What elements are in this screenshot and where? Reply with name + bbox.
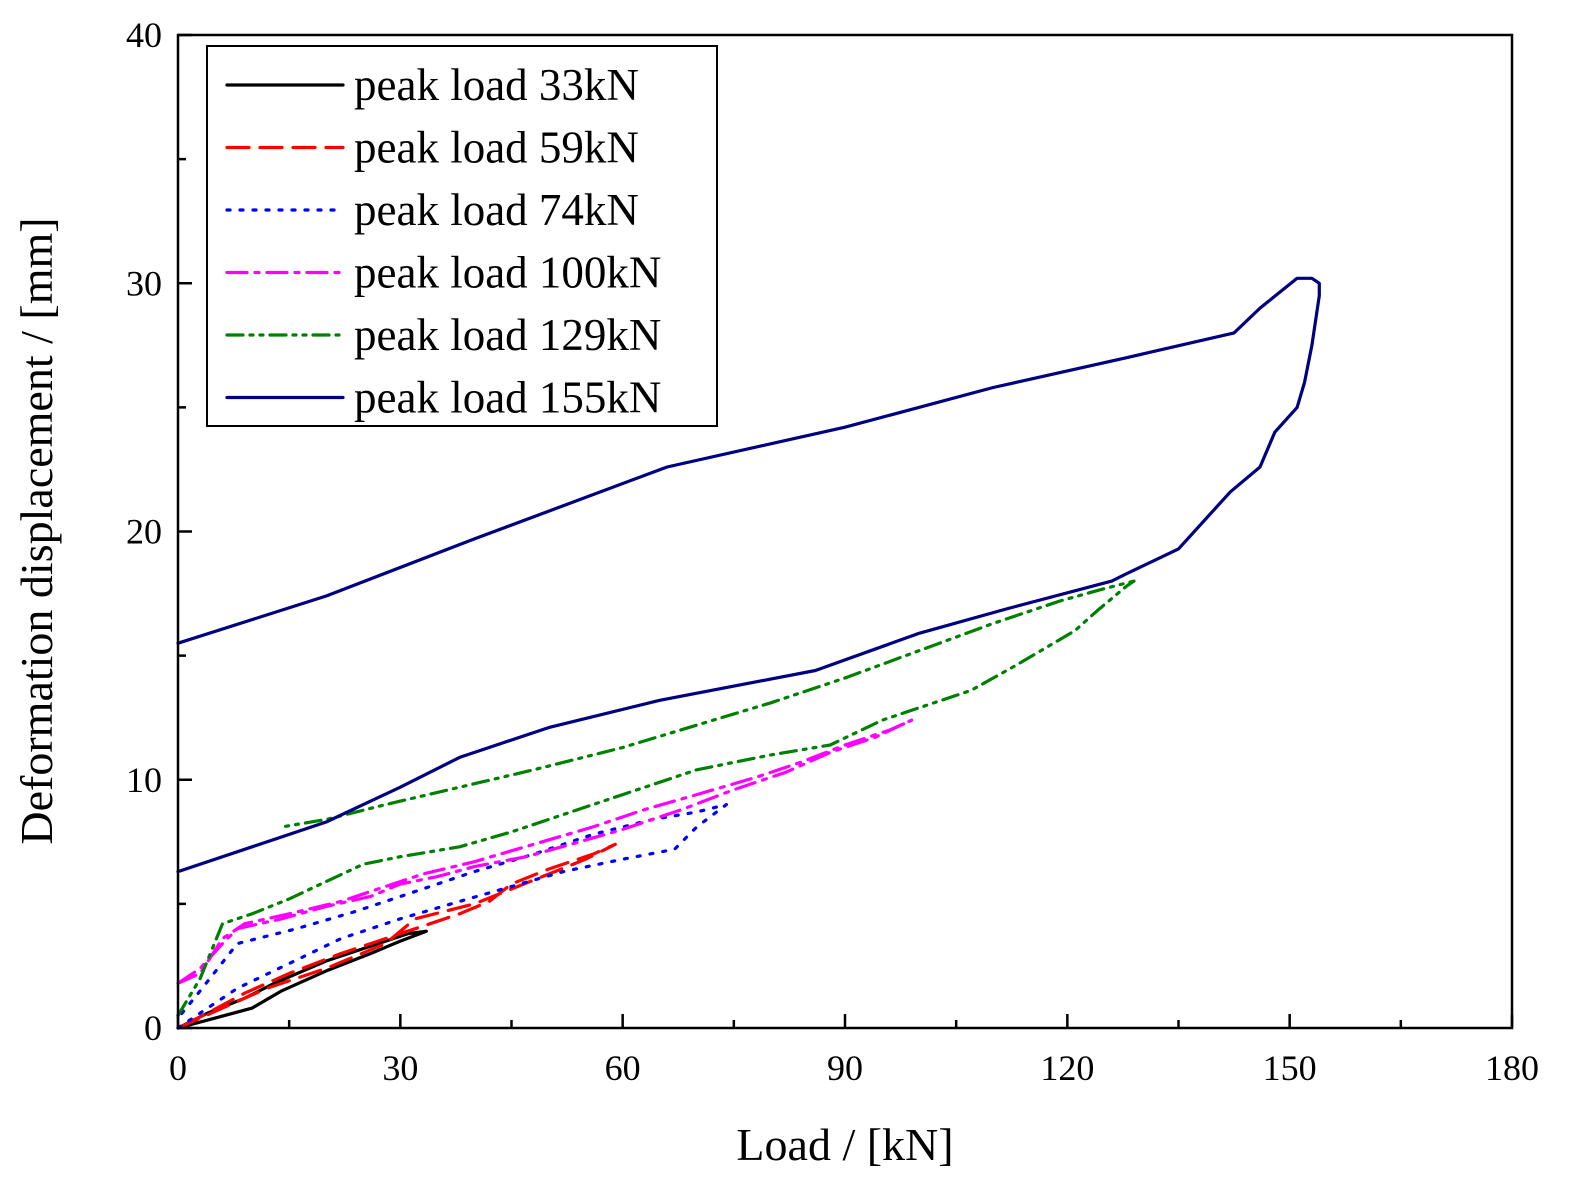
legend-box — [206, 45, 718, 427]
legend-label-1: peak load 33kN — [354, 60, 639, 110]
x-tick-label: 0 — [169, 1048, 187, 1088]
x-tick-label: 90 — [827, 1048, 863, 1088]
legend: peak load 33kN peak load 59kN peak load 74… — [206, 45, 718, 427]
y-tick-label: 10 — [126, 760, 162, 800]
series-line-4 — [176, 718, 914, 985]
series-line-2 — [176, 842, 617, 1030]
series-line-6 — [176, 276, 1321, 874]
series-line-5 — [176, 579, 1136, 1018]
x-tick-label: 60 — [605, 1048, 641, 1088]
x-tick-label: 120 — [1040, 1048, 1094, 1088]
series-layer — [176, 276, 1321, 1030]
ticks-layer: 0 30 60 90 120 150 180 0 10 20 30 40 — [126, 15, 1539, 1088]
y-tick-label: 40 — [126, 15, 162, 55]
legend-label-6: peak load 155kN — [354, 373, 661, 423]
y-tick-label: 0 — [144, 1008, 162, 1048]
legend-label-5: peak load 129kN — [354, 310, 661, 360]
legend-label-4: peak load 100kN — [354, 248, 661, 298]
y-tick-label: 30 — [126, 263, 162, 303]
legend-label-2: peak load 59kN — [354, 123, 639, 173]
x-axis-title: Load / [kN] — [736, 1119, 953, 1170]
x-tick-label: 30 — [382, 1048, 418, 1088]
y-tick-label: 20 — [126, 512, 162, 552]
x-tick-label: 150 — [1263, 1048, 1317, 1088]
y-axis-title: Deformation displacement / [mm] — [11, 217, 62, 844]
legend-label-3: peak load 74kN — [354, 185, 639, 235]
x-tick-label: 180 — [1485, 1048, 1539, 1088]
